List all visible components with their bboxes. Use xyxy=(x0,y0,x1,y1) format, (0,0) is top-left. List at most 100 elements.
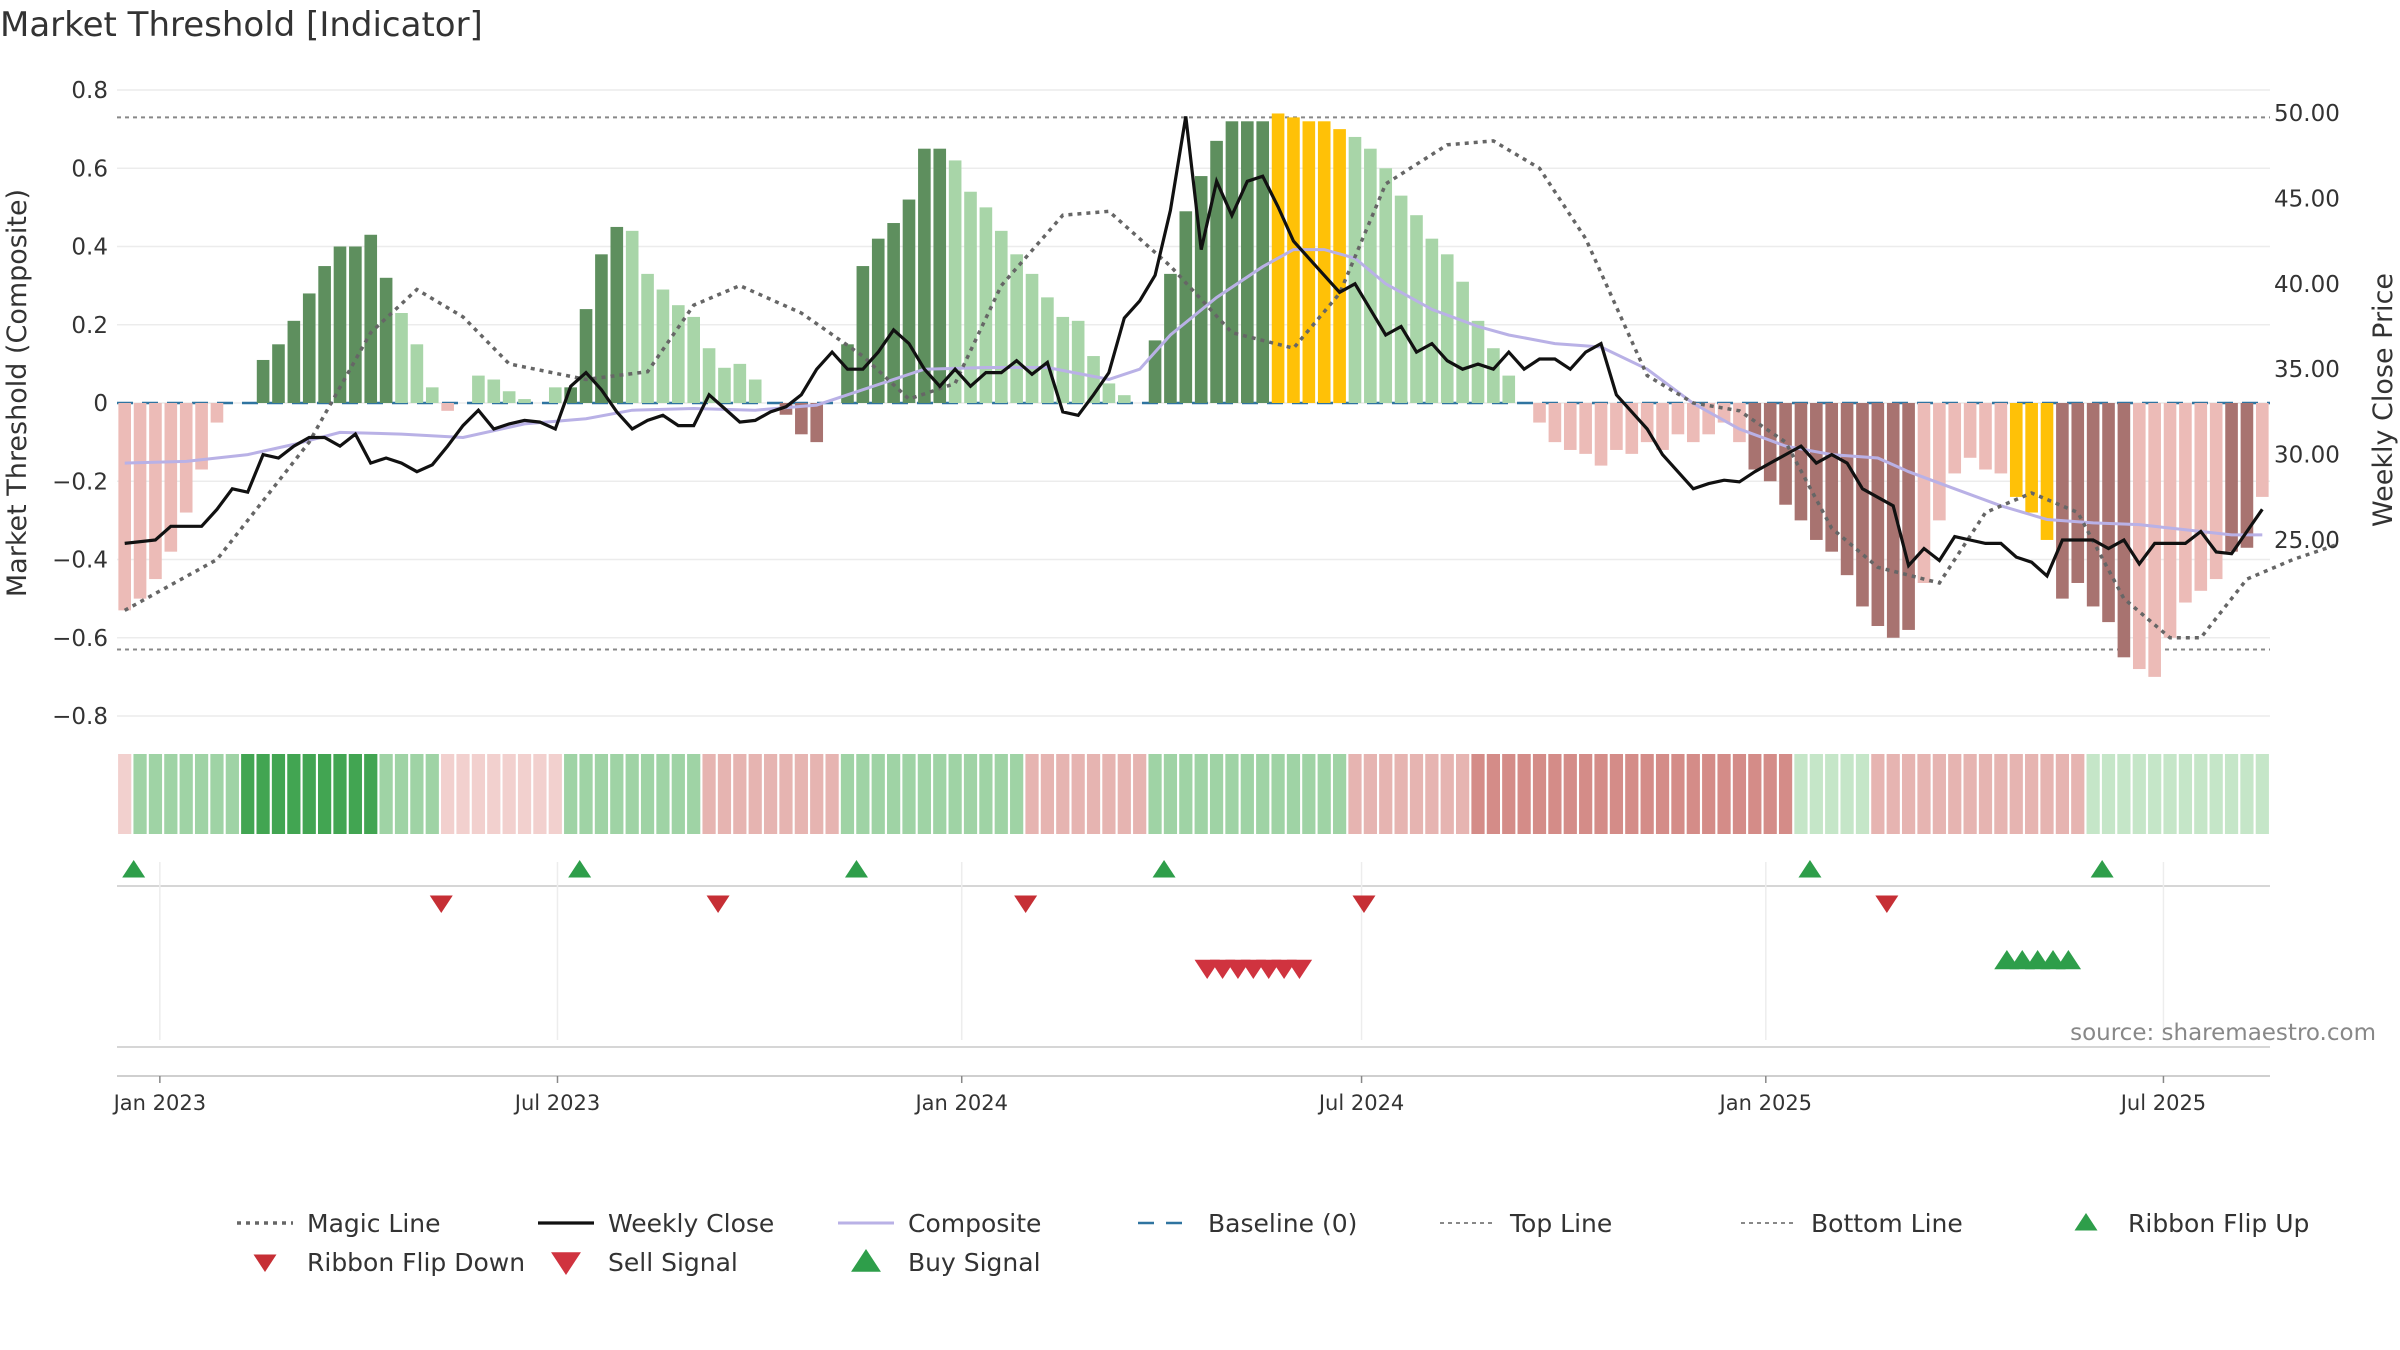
composite-bar xyxy=(118,403,131,611)
ribbon-cell xyxy=(1317,754,1331,834)
composite-bar xyxy=(687,316,701,403)
ribbon-cell xyxy=(456,754,470,834)
ribbon-flip-up-marker xyxy=(2090,860,2114,878)
ribbon-cell xyxy=(333,754,347,834)
ribbon-cell xyxy=(979,754,993,834)
signal-rows xyxy=(117,860,2270,1077)
ribbon-cell xyxy=(1563,754,1577,834)
ribbon-cell xyxy=(1271,754,1285,834)
legend-label: Composite xyxy=(908,1209,1041,1238)
ribbon-cell xyxy=(1071,754,1085,834)
legend-item: Composite xyxy=(838,1209,1041,1238)
ribbon-cell xyxy=(210,754,224,834)
ribbon-cell xyxy=(2178,754,2193,834)
ribbon-cell xyxy=(1056,754,1070,834)
composite-bar xyxy=(179,403,193,513)
ribbon-cell xyxy=(887,754,901,834)
composite-bar xyxy=(2148,403,2161,677)
composite-bar xyxy=(2132,403,2146,670)
ribbon-cell xyxy=(1963,754,1977,834)
ribbon-cell xyxy=(794,754,808,834)
ribbon-cell xyxy=(1379,754,1393,834)
ribbon-cell xyxy=(317,754,332,834)
ribbon-cell xyxy=(502,754,516,834)
ribbon-cell xyxy=(717,754,732,834)
ribbon-cell xyxy=(702,754,716,834)
ribbon-cell xyxy=(1901,754,1916,834)
composite-bar xyxy=(1579,403,1592,454)
ribbon-cell xyxy=(963,754,978,834)
y-right-tick-label: 45.00 xyxy=(2274,186,2340,212)
composite-bar xyxy=(1041,297,1054,403)
composite-bar xyxy=(1225,121,1239,404)
composite-bar xyxy=(2025,403,2038,513)
ribbon-cell xyxy=(1917,754,1931,834)
composite-bar xyxy=(595,254,608,403)
ribbon-cell xyxy=(1133,754,1147,834)
legend-label: Sell Signal xyxy=(608,1248,738,1277)
composite-bar xyxy=(948,160,962,403)
composite-bar xyxy=(1302,121,1316,404)
composite-bar xyxy=(1379,168,1393,403)
ribbon-cell xyxy=(1363,754,1377,834)
ribbon-cell xyxy=(1794,754,1808,834)
composite-line xyxy=(124,248,2263,537)
ribbon-cell xyxy=(687,754,701,834)
composite-bar xyxy=(502,391,516,403)
ribbon-cell xyxy=(1517,754,1531,834)
ribbon-flip-up-marker xyxy=(844,860,868,878)
composite-bar xyxy=(1394,195,1408,403)
legend-label: Ribbon Flip Up xyxy=(2128,1209,2309,1238)
ribbon-cell xyxy=(917,754,931,834)
composite-bar xyxy=(2009,403,2023,497)
reference-lines xyxy=(117,116,2270,651)
composite-bar xyxy=(672,305,685,403)
ribbon-cell xyxy=(610,754,624,834)
y-left-tick-label: 0.4 xyxy=(71,235,108,261)
ribbon-cell xyxy=(1010,754,1024,834)
composite-bar xyxy=(1656,403,1669,450)
composite-bar xyxy=(1671,403,1685,435)
legend-label: Weekly Close xyxy=(608,1209,774,1238)
composite-bar xyxy=(487,379,501,403)
legend-item: Ribbon Flip Up xyxy=(2074,1209,2309,1238)
composite-bar xyxy=(195,403,208,470)
ribbon-cell xyxy=(994,754,1008,834)
composite-bar xyxy=(1425,238,1439,403)
x-tick-label: Jan 2025 xyxy=(1718,1091,1813,1115)
y-left-tick-label: −0.2 xyxy=(52,469,108,495)
ribbon-cell xyxy=(1148,754,1162,834)
composite-bar xyxy=(1902,403,1915,630)
ribbon-cell xyxy=(1179,754,1193,834)
composite-bar xyxy=(349,246,362,403)
y-right-axis-title: Weekly Close Price xyxy=(2368,273,2399,527)
ribbon-cell xyxy=(2255,754,2269,834)
composite-bar xyxy=(1117,395,1131,403)
ribbon-cell xyxy=(1502,754,1516,834)
ribbon-cell xyxy=(1978,754,1993,834)
composite-bar xyxy=(1287,117,1300,403)
ribbon-cell xyxy=(1855,754,1870,834)
ribbon-cell xyxy=(379,754,393,834)
ribbon-cell xyxy=(133,754,147,834)
composite-bar xyxy=(1056,316,1070,403)
composite-bar xyxy=(2056,403,2069,599)
legend-label: Baseline (0) xyxy=(1208,1209,1357,1238)
legend-item: Bottom Line xyxy=(1741,1209,1963,1238)
weekly-close-line xyxy=(124,116,2264,579)
ribbon-cell xyxy=(225,754,239,834)
ribbon-cell xyxy=(179,754,193,834)
ribbon-cell xyxy=(1840,754,1854,834)
ribbon-cell xyxy=(2040,754,2054,834)
ribbon-cell xyxy=(2071,754,2085,834)
composite-bar xyxy=(625,230,639,403)
sell-signal-marker xyxy=(1286,959,1313,979)
legend-item: Buy Signal xyxy=(851,1248,1041,1277)
ribbon-cell xyxy=(625,754,639,834)
ribbon-cell xyxy=(656,754,670,834)
ribbon-cell xyxy=(1332,754,1347,834)
y-left-tick-label: 0.2 xyxy=(71,313,108,339)
composite-bar xyxy=(579,309,593,403)
ribbon-flip-down-marker xyxy=(1014,895,1038,913)
composite-bar xyxy=(1871,403,1885,627)
